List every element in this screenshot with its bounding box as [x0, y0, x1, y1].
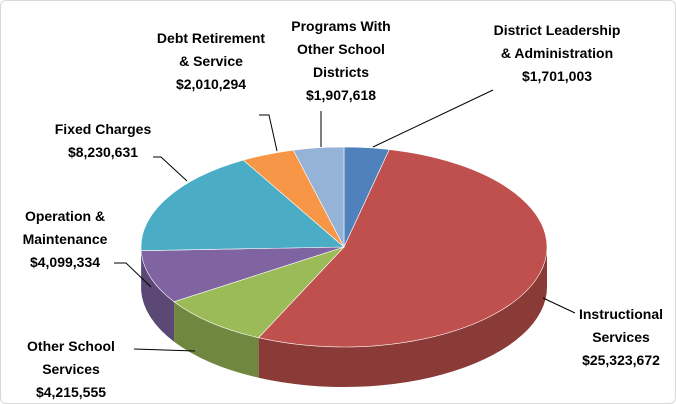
leader-line [372, 89, 494, 148]
pie-slice [140, 159, 345, 251]
value-label: $25,323,672 [582, 352, 660, 368]
pie-slice [292, 146, 345, 248]
category-label: Other School Services [27, 338, 115, 377]
slice-label: Debt Retirement & Service $2,010,294 [156, 27, 266, 96]
pie-slice [258, 149, 548, 348]
leader-line [114, 262, 152, 288]
slice-side [174, 301, 259, 378]
leader-lines [114, 89, 576, 352]
category-label: Operation & Maintenance [22, 208, 108, 247]
slice-side [141, 250, 175, 342]
slice-label: Other School Services $4,215,555 [11, 335, 131, 404]
slice-label: Operation & Maintenance $4,099,334 [10, 205, 120, 274]
leader-line [153, 156, 188, 182]
value-label: $8,230,631 [67, 144, 139, 160]
slice-label: Fixed Charges $8,230,631 [43, 118, 163, 164]
value-label: $4,099,334 [29, 254, 101, 270]
slice-label: Instructional Services $25,323,672 [566, 303, 676, 372]
category-label: Fixed Charges [54, 121, 152, 137]
slice-side [258, 247, 547, 387]
value-label: $2,010,294 [175, 76, 247, 92]
category-label: Programs With Other School Districts [291, 18, 391, 80]
category-label: Debt Retirement & Service [156, 30, 266, 69]
pie-slice [140, 246, 345, 303]
pie-slice [173, 246, 345, 339]
value-label: $1,907,618 [305, 87, 377, 103]
value-label: $4,215,555 [35, 384, 107, 400]
leader-line [542, 297, 576, 314]
category-label: District Leadership & Administration [493, 22, 621, 61]
slice-label: Programs With Other School Districts $1,9… [281, 15, 401, 107]
slice-label: District Leadership & Administration $1,7… [492, 19, 622, 88]
leader-line [259, 114, 278, 152]
category-label: Instructional Services [578, 306, 663, 345]
leader-line [133, 348, 196, 352]
value-label: $1,701,003 [521, 68, 593, 84]
